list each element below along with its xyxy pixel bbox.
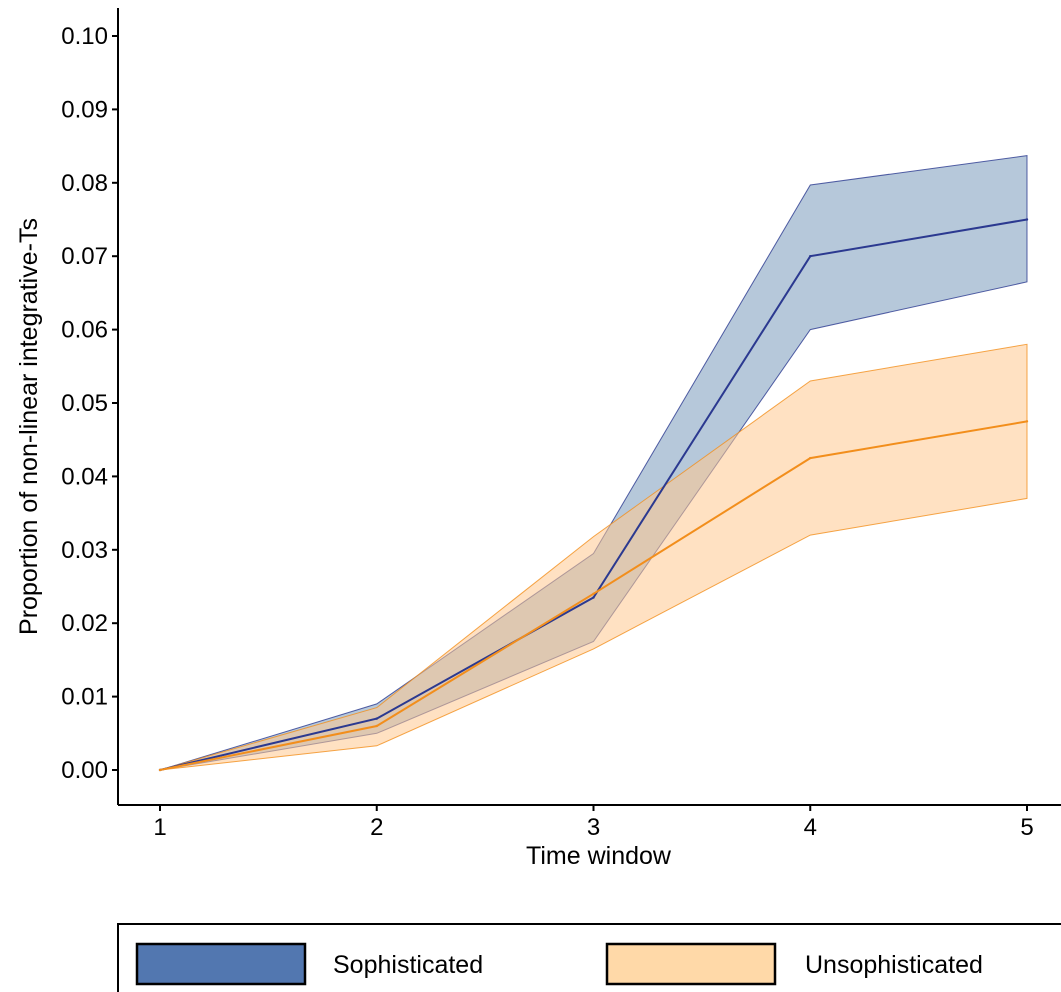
unsophisticated-point xyxy=(592,592,595,596)
y-tick-label: 0.06 xyxy=(61,317,108,344)
y-tick-label: 0.03 xyxy=(61,537,108,564)
y-tick-label: 0.00 xyxy=(61,757,108,784)
y-axis-title: Proportion of non-linear integrative-Ts xyxy=(15,218,43,635)
sophisticated-legend-label: Sophisticated xyxy=(333,951,483,979)
y-tick-label: 0.09 xyxy=(61,96,108,123)
unsophisticated-point xyxy=(809,456,812,460)
sophisticated-point xyxy=(809,255,812,258)
x-axis-title: Time window xyxy=(526,842,672,870)
sophisticated-point xyxy=(592,596,595,599)
x-tick-label: 3 xyxy=(587,814,600,841)
x-tick-label: 5 xyxy=(1020,814,1033,841)
axes: 0.00 0.01 0.02 0.03 0.04 0.05 0.06 0.07 0.08 0.09… xyxy=(61,8,1061,841)
unsophisticated-confidence-band xyxy=(159,343,1028,771)
y-tick-label: 0.04 xyxy=(61,463,108,490)
y-tick-label: 0.02 xyxy=(61,610,108,637)
unsophisticated-legend-swatch xyxy=(605,942,777,986)
legend: Sophisticated Unsophisticated xyxy=(117,923,1061,992)
unsophisticated-legend-label: Unsophisticated xyxy=(805,951,983,979)
sophisticated-point xyxy=(1025,218,1029,221)
unsophisticated-point xyxy=(375,724,378,728)
y-tick-label: 0.01 xyxy=(61,684,108,711)
series-lines xyxy=(158,218,1029,772)
x-tick-label: 4 xyxy=(804,814,817,841)
x-tick-label: 1 xyxy=(153,814,166,841)
y-tick-label: 0.07 xyxy=(61,243,108,270)
unsophisticated-point xyxy=(1025,420,1029,423)
y-tick-label: 0.05 xyxy=(61,390,108,417)
confidence-bands xyxy=(159,155,1028,771)
y-tick-label: 0.08 xyxy=(61,170,108,197)
x-tick-label: 2 xyxy=(370,814,383,841)
y-tick-label: 0.10 xyxy=(61,23,108,50)
unsophisticated-point xyxy=(158,768,162,772)
sophisticated-point xyxy=(375,717,378,720)
sophisticated-legend-swatch xyxy=(135,942,307,986)
